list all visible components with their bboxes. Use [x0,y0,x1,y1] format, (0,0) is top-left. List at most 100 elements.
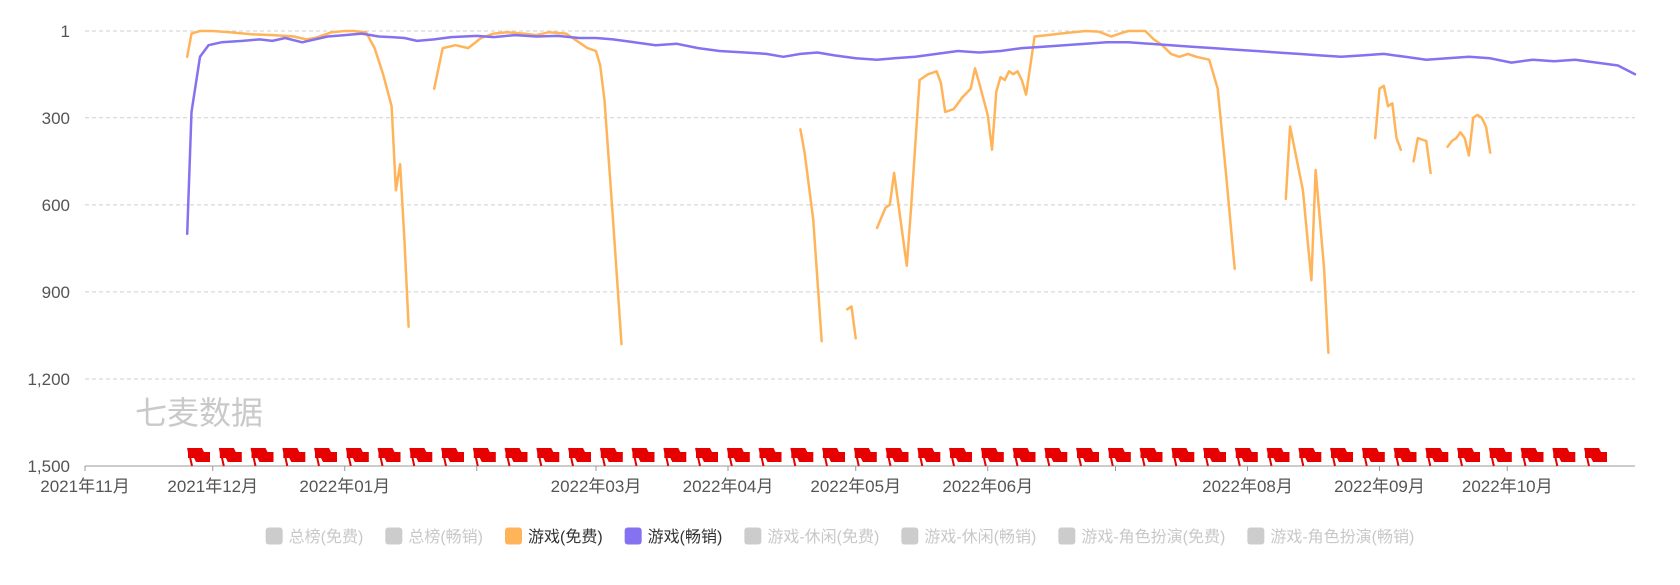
flag-marker[interactable] [1044,447,1068,467]
flag-marker[interactable] [472,447,496,467]
legend-label[interactable]: 游戏(免费) [528,528,603,546]
legend-item[interactable]: 游戏-休闲(免费) [744,527,879,547]
flag-icon[interactable] [378,448,401,462]
flag-icon[interactable] [1489,448,1512,462]
legend-item[interactable]: 游戏-休闲(畅销) [901,527,1036,547]
flag-marker[interactable] [314,447,337,467]
flag-icon[interactable] [505,448,528,462]
legend-label[interactable]: 游戏-休闲(畅销) [924,528,1036,546]
flag-icon[interactable] [1235,448,1258,462]
flag-marker[interactable] [1520,447,1544,467]
flag-icon[interactable] [854,448,877,462]
flag-icon[interactable] [791,448,814,462]
flag-marker[interactable] [790,447,814,467]
flag-marker[interactable] [885,447,909,467]
flag-marker[interactable] [568,447,591,467]
flag-marker[interactable] [599,447,623,467]
flag-marker[interactable] [1552,447,1576,467]
flag-icon[interactable] [664,448,687,462]
legend-swatch[interactable] [744,527,762,545]
flag-marker[interactable] [1171,447,1195,467]
flag-icon[interactable] [759,448,782,462]
flag-marker[interactable] [441,447,464,467]
flag-icon[interactable] [696,448,718,462]
legend-swatch[interactable] [1247,527,1265,545]
flag-icon[interactable] [950,448,972,462]
flag-icon[interactable] [981,448,1004,462]
flag-icon[interactable] [1394,448,1417,462]
legend-swatch[interactable] [901,527,919,545]
flag-marker[interactable] [980,447,1004,467]
flag-marker[interactable] [1076,447,1099,467]
flag-marker[interactable] [1139,447,1163,467]
flag-icon[interactable] [1172,448,1195,462]
flag-icon[interactable] [600,448,623,462]
flag-icon[interactable] [1204,448,1226,462]
flag-marker[interactable] [1266,447,1290,467]
flag-icon[interactable] [283,448,306,462]
flag-icon[interactable] [1140,448,1163,462]
flag-marker[interactable] [695,447,718,467]
flag-icon[interactable] [1362,448,1385,462]
flag-marker[interactable] [1107,447,1131,467]
flag-marker[interactable] [536,447,560,467]
flag-marker[interactable] [250,447,274,467]
flag-marker[interactable] [726,447,750,467]
legend-label[interactable]: 游戏-休闲(免费) [767,528,879,546]
flag-marker[interactable] [917,447,941,467]
legend-swatch[interactable] [1058,527,1076,545]
flag-marker[interactable] [218,447,242,467]
flag-icon[interactable] [315,448,337,462]
flag-icon[interactable] [1013,448,1036,462]
flag-icon[interactable] [251,448,274,462]
flag-marker[interactable] [949,447,972,467]
legend-label[interactable]: 总榜(畅销) [408,528,483,546]
flag-marker[interactable] [1203,447,1226,467]
flag-icon[interactable] [918,448,941,462]
flag-icon[interactable] [1553,448,1576,462]
legend-label[interactable]: 游戏-角色扮演(畅销) [1270,528,1414,546]
flag-icon[interactable] [727,448,750,462]
flag-icon[interactable] [1458,448,1480,462]
flag-icon[interactable] [1521,448,1544,462]
flag-marker[interactable] [187,447,210,467]
flag-marker[interactable] [1012,447,1036,467]
flag-marker[interactable] [1234,447,1258,467]
flag-icon[interactable] [1267,448,1290,462]
flag-marker[interactable] [758,447,782,467]
flag-icon[interactable] [1045,448,1068,462]
flag-icon[interactable] [569,448,591,462]
flag-marker[interactable] [345,447,369,467]
flag-icon[interactable] [1331,448,1353,462]
flag-icon[interactable] [1426,448,1449,462]
legend-item[interactable]: 游戏-角色扮演(畅销) [1247,527,1414,547]
flag-marker[interactable] [504,447,528,467]
flag-marker[interactable] [1361,447,1385,467]
legend-item[interactable]: 游戏-角色扮演(免费) [1058,527,1225,547]
legend-item[interactable]: 游戏(畅销) [624,527,723,547]
flag-icon[interactable] [346,448,369,462]
flag-marker[interactable] [853,447,877,467]
legend-swatch[interactable] [385,527,403,545]
legend-swatch[interactable] [265,527,283,545]
flag-icon[interactable] [219,448,242,462]
flag-marker[interactable] [822,447,845,467]
flag-marker[interactable] [663,447,687,467]
flag-icon[interactable] [1108,448,1131,462]
flag-icon[interactable] [1077,448,1099,462]
flag-marker[interactable] [282,447,306,467]
flag-icon[interactable] [188,448,210,462]
flag-icon[interactable] [1585,448,1607,462]
flag-icon[interactable] [1299,448,1322,462]
flag-icon[interactable] [410,448,433,462]
flag-marker[interactable] [1457,447,1480,467]
legend-swatch[interactable] [505,527,522,545]
flag-marker[interactable] [1584,447,1607,467]
legend-label[interactable]: 游戏(畅销) [648,528,723,546]
flag-icon[interactable] [632,448,655,462]
legend-label[interactable]: 总榜(免费) [289,528,364,546]
flag-icon[interactable] [473,448,496,462]
legend-swatch[interactable] [624,527,642,545]
flag-icon[interactable] [537,448,560,462]
legend-label[interactable]: 游戏-角色扮演(免费) [1081,528,1225,546]
